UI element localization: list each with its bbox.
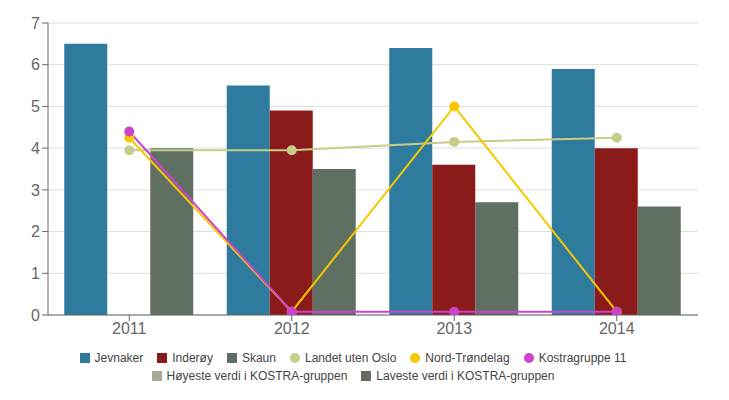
html-text:Skaun: Skaun	[241, 351, 276, 365]
svg-text:7: 7	[31, 15, 40, 32]
html-text:Nord-Trøndelag: Nord-Trøndelag	[425, 351, 510, 365]
html-text:Inderøy: Inderøy	[172, 351, 213, 365]
html-text:Landet uten Oslo: Landet uten Oslo	[305, 351, 397, 365]
svg-text:5: 5	[31, 98, 40, 115]
html-text:Kostragruppe 11: Kostragruppe 11	[538, 351, 627, 365]
svg-text:2013: 2013	[436, 320, 472, 337]
html-text:Laveste verdi i KOSTRA-gruppen: Laveste verdi i KOSTRA-gruppen	[376, 369, 555, 383]
svg-text:3: 3	[31, 182, 40, 199]
html-text:Høyeste verdi i KOSTRA-gruppen: Høyeste verdi i KOSTRA-gruppen	[166, 369, 348, 383]
svg-text:6: 6	[31, 56, 40, 73]
html-text:Jevnaker: Jevnaker	[94, 351, 144, 365]
svg-text:2012: 2012	[274, 320, 310, 337]
svg-text:1: 1	[31, 265, 40, 282]
svg-text:0: 0	[31, 307, 40, 324]
svg-text:2014: 2014	[599, 320, 635, 337]
svg-text:2011: 2011	[112, 320, 147, 337]
svg-text:2: 2	[31, 223, 40, 240]
svg-text:4: 4	[31, 140, 40, 157]
